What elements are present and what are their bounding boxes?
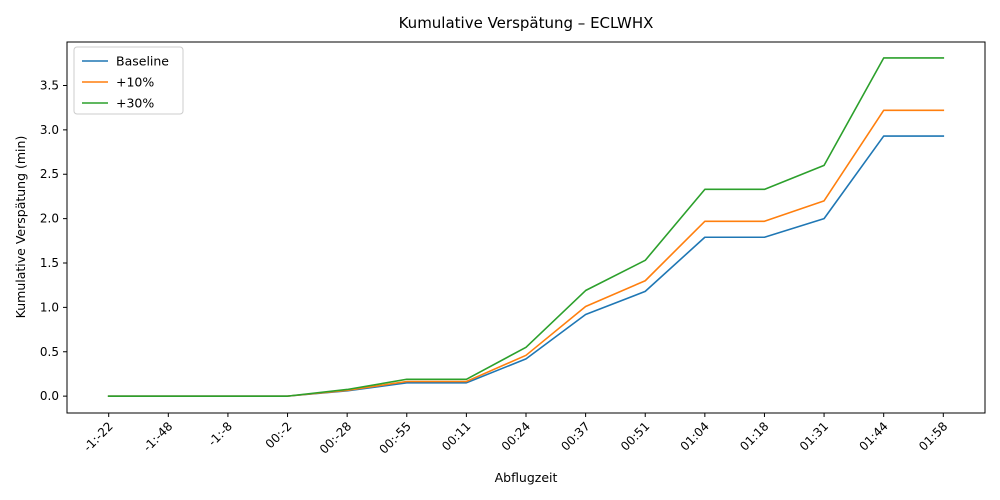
y-tick-label: 1.0 — [40, 300, 59, 314]
y-tick-label: 2.0 — [40, 212, 59, 226]
legend-box — [73, 46, 184, 115]
y-axis-title: Kumulative Verspätung (min) — [13, 136, 28, 319]
legend-label: +10% — [116, 75, 154, 90]
plot-frame — [66, 41, 986, 414]
y-tick-label: 3.0 — [40, 123, 59, 137]
legend-label: Baseline — [116, 54, 169, 69]
x-tick-label: -1:-48 — [140, 419, 175, 454]
x-tick-label: 01:04 — [678, 419, 712, 453]
y-tick-label: 2.5 — [40, 167, 59, 181]
x-tick-label: 01:58 — [916, 419, 950, 453]
y-tick-label: 0.0 — [40, 389, 59, 403]
x-axis-title: Abflugzeit — [495, 470, 558, 485]
x-tick-label: 00:-28 — [317, 419, 354, 456]
x-tick-label: 01:31 — [797, 419, 831, 453]
x-tick-label: 00:37 — [558, 419, 592, 453]
y-tick-label: 0.5 — [40, 345, 59, 359]
x-tick-label: 00:-2 — [263, 419, 295, 451]
chart-title: Kumulative Verspätung – ECLWHX — [399, 14, 654, 32]
y-tick-label: 3.5 — [40, 78, 59, 92]
x-tick-label: 00:11 — [439, 419, 473, 453]
x-tick-label: -1:-8 — [205, 419, 235, 449]
x-tick-label: 00:-55 — [376, 419, 413, 456]
x-tick-label: 00:24 — [499, 419, 533, 453]
x-tick-label: 01:44 — [856, 419, 890, 453]
x-tick-label: 01:18 — [737, 419, 771, 453]
legend: Baseline +10% +30% — [73, 46, 184, 115]
x-tick-label: 00:51 — [618, 419, 652, 453]
x-tick-label: -1:-22 — [81, 419, 116, 454]
legend-label: +30% — [116, 96, 154, 111]
series-line-2 — [107, 109, 945, 397]
y-tick-label: 1.5 — [40, 256, 59, 270]
series-line-3 — [107, 57, 945, 397]
series-line-1 — [107, 135, 945, 397]
